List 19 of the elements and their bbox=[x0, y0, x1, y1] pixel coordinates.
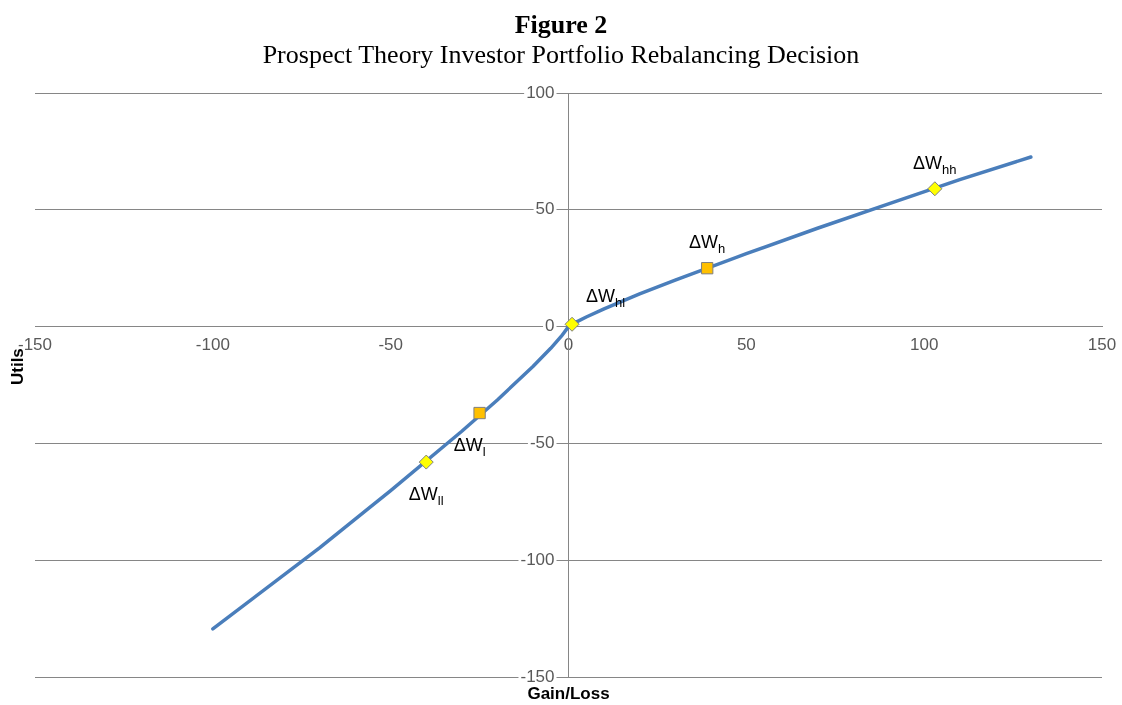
point bbox=[418, 454, 434, 470]
x-tick-label: -100 bbox=[195, 335, 230, 355]
x-tick-label: 50 bbox=[736, 335, 756, 355]
x-tick-label: 150 bbox=[1087, 335, 1117, 355]
y-tick-label: 100 bbox=[526, 82, 555, 102]
point bbox=[927, 181, 943, 197]
y-tick-label: 0 bbox=[545, 316, 555, 336]
y-tick-label: 50 bbox=[535, 199, 555, 219]
x-tick-label: -50 bbox=[378, 335, 403, 355]
y-tick-label: -100 bbox=[520, 549, 555, 569]
y-tick-label: -150 bbox=[520, 666, 555, 686]
chart-title: Figure 2 bbox=[513, 10, 609, 40]
chart-subtitle: Prospect Theory Investor Portfolio Rebalancing Decision bbox=[261, 40, 861, 70]
x-tick-label: 100 bbox=[909, 335, 939, 355]
y-tick-label: -50 bbox=[529, 433, 555, 453]
x-axis-title: Gain/Loss bbox=[527, 683, 610, 703]
point bbox=[564, 316, 580, 332]
point bbox=[701, 262, 714, 275]
point bbox=[473, 406, 486, 420]
